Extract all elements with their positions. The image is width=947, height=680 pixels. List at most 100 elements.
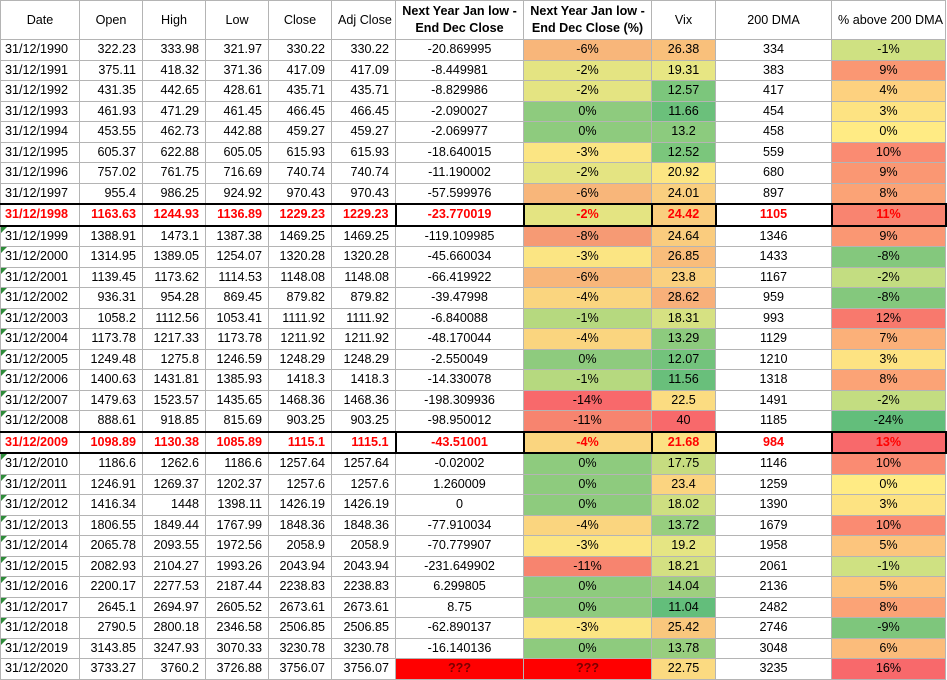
close-cell: 2673.61 <box>268 596 332 618</box>
next-year-diff-cell: -18.640015 <box>395 141 524 163</box>
table-row: 31/12/2000 1314.95 1389.05 1254.07 1320.28 13… <box>0 246 946 268</box>
header-adj-close: Adj Close <box>331 0 396 40</box>
next-year-diff-cell: -20.869995 <box>395 39 524 61</box>
pct-above-dma-cell: 4% <box>831 80 946 102</box>
pct-above-dma-cell: -8% <box>831 246 946 268</box>
dma-cell: 3235 <box>715 658 832 680</box>
high-cell: 622.88 <box>142 141 206 163</box>
vix-cell: 28.62 <box>651 287 716 309</box>
high-cell: 954.28 <box>142 287 206 309</box>
pct-above-dma-cell: 10% <box>831 514 946 536</box>
date-cell: 31/12/2018 <box>0 617 80 639</box>
high-cell: 1173.62 <box>142 266 206 288</box>
next-year-pct-cell: ??? <box>523 658 652 680</box>
next-year-pct-cell: 0% <box>523 348 652 370</box>
close-cell: 2238.83 <box>268 576 332 598</box>
close-cell: 1426.19 <box>268 494 332 516</box>
table-row: 31/12/2020 3733.27 3760.2 3726.88 3756.07 375… <box>0 658 946 680</box>
adj-close-cell: 2506.85 <box>331 617 396 639</box>
pct-above-dma-cell: 7% <box>831 328 946 350</box>
header-pct-above-dma: % above 200 DMA <box>831 0 946 40</box>
next-year-pct-cell: -4% <box>523 328 652 350</box>
open-cell: 453.55 <box>79 121 143 143</box>
table-row: 31/12/1995 605.37 622.88 605.05 615.93 615.93… <box>0 141 946 163</box>
low-cell: 2605.52 <box>205 596 269 618</box>
header-close: Close <box>268 0 332 40</box>
high-cell: 986.25 <box>142 182 206 205</box>
next-year-diff-cell: -119.109985 <box>395 225 524 247</box>
high-cell: 471.29 <box>142 100 206 122</box>
open-cell: 2645.1 <box>79 596 143 618</box>
close-cell: 2506.85 <box>268 617 332 639</box>
low-cell: 1398.11 <box>205 494 269 516</box>
adj-close-cell: 1248.29 <box>331 348 396 370</box>
close-cell: 740.74 <box>268 162 332 184</box>
vix-cell: 13.72 <box>651 514 716 536</box>
adj-close-cell: 1418.3 <box>331 369 396 391</box>
next-year-pct-cell: -14% <box>523 389 652 411</box>
header-date: Date <box>0 0 80 40</box>
close-cell: 435.71 <box>268 80 332 102</box>
open-cell: 461.93 <box>79 100 143 122</box>
close-cell: 466.45 <box>268 100 332 122</box>
open-cell: 1416.34 <box>79 494 143 516</box>
vix-cell: 23.8 <box>651 266 716 288</box>
dma-cell: 897 <box>715 182 832 205</box>
next-year-diff-cell: 0 <box>395 494 524 516</box>
pct-above-dma-cell: -8% <box>831 287 946 309</box>
vix-cell: 18.02 <box>651 494 716 516</box>
date-cell: 31/12/2017 <box>0 596 80 618</box>
dma-cell: 458 <box>715 121 832 143</box>
open-cell: 322.23 <box>79 39 143 61</box>
low-cell: 371.36 <box>205 59 269 81</box>
next-year-pct-cell: -2% <box>523 59 652 81</box>
next-year-diff-cell: -198.309936 <box>395 389 524 411</box>
date-cell: 31/12/1999 <box>0 225 80 247</box>
next-year-pct-cell: 0% <box>523 473 652 495</box>
close-cell: 615.93 <box>268 141 332 163</box>
date-cell: 31/12/2019 <box>0 637 80 659</box>
high-cell: 333.98 <box>142 39 206 61</box>
high-cell: 1275.8 <box>142 348 206 370</box>
next-year-pct-cell: -4% <box>523 514 652 536</box>
pct-above-dma-cell: 11% <box>830 203 947 227</box>
date-cell: 31/12/1994 <box>0 121 80 143</box>
table-row: 31/12/2011 1246.91 1269.37 1202.37 1257.6 125… <box>0 473 946 495</box>
pct-above-dma-cell: -1% <box>831 39 946 61</box>
date-cell: 31/12/1995 <box>0 141 80 163</box>
high-cell: 442.65 <box>142 80 206 102</box>
table-row: 31/12/2016 2200.17 2277.53 2187.44 2238.83 22… <box>0 576 946 598</box>
pct-above-dma-cell: 3% <box>831 494 946 516</box>
date-cell: 31/12/1993 <box>0 100 80 122</box>
low-cell: 1136.89 <box>205 203 269 227</box>
next-year-pct-cell: 0% <box>523 494 652 516</box>
vix-cell: 17.75 <box>651 452 716 475</box>
high-cell: 3247.93 <box>142 637 206 659</box>
table-row: 31/12/1991 375.11 418.32 371.36 417.09 417.09… <box>0 59 946 81</box>
table-row: 31/12/1997 955.4 986.25 924.92 970.43 970.43-… <box>0 182 946 205</box>
dma-cell: 2482 <box>715 596 832 618</box>
table-row: 31/12/2005 1249.48 1275.8 1246.59 1248.29 124… <box>0 348 946 370</box>
dma-cell: 2061 <box>715 555 832 577</box>
vix-cell: 11.04 <box>651 596 716 618</box>
open-cell: 2790.5 <box>79 617 143 639</box>
adj-close-cell: 417.09 <box>331 59 396 81</box>
low-cell: 1385.93 <box>205 369 269 391</box>
high-cell: 1130.38 <box>142 430 206 454</box>
table-row: 31/12/2008 888.61 918.85 815.69 903.25 903.25… <box>0 410 946 432</box>
next-year-pct-cell: -1% <box>523 369 652 391</box>
adj-close-cell: 1469.25 <box>331 225 396 247</box>
pct-above-dma-cell: 3% <box>831 100 946 122</box>
pct-above-dma-cell: 13% <box>830 430 947 454</box>
open-cell: 955.4 <box>79 182 143 205</box>
adj-close-cell: 1257.6 <box>331 473 396 495</box>
high-cell: 1112.56 <box>142 307 206 329</box>
open-cell: 936.31 <box>79 287 143 309</box>
pct-above-dma-cell: -2% <box>831 389 946 411</box>
table-row: 31/12/2018 2790.5 2800.18 2346.58 2506.85 250… <box>0 617 946 639</box>
pct-above-dma-cell: 9% <box>831 162 946 184</box>
high-cell: 3760.2 <box>142 658 206 680</box>
adj-close-cell: 1468.36 <box>331 389 396 411</box>
next-year-diff-cell: ??? <box>395 658 524 680</box>
open-cell: 1314.95 <box>79 246 143 268</box>
